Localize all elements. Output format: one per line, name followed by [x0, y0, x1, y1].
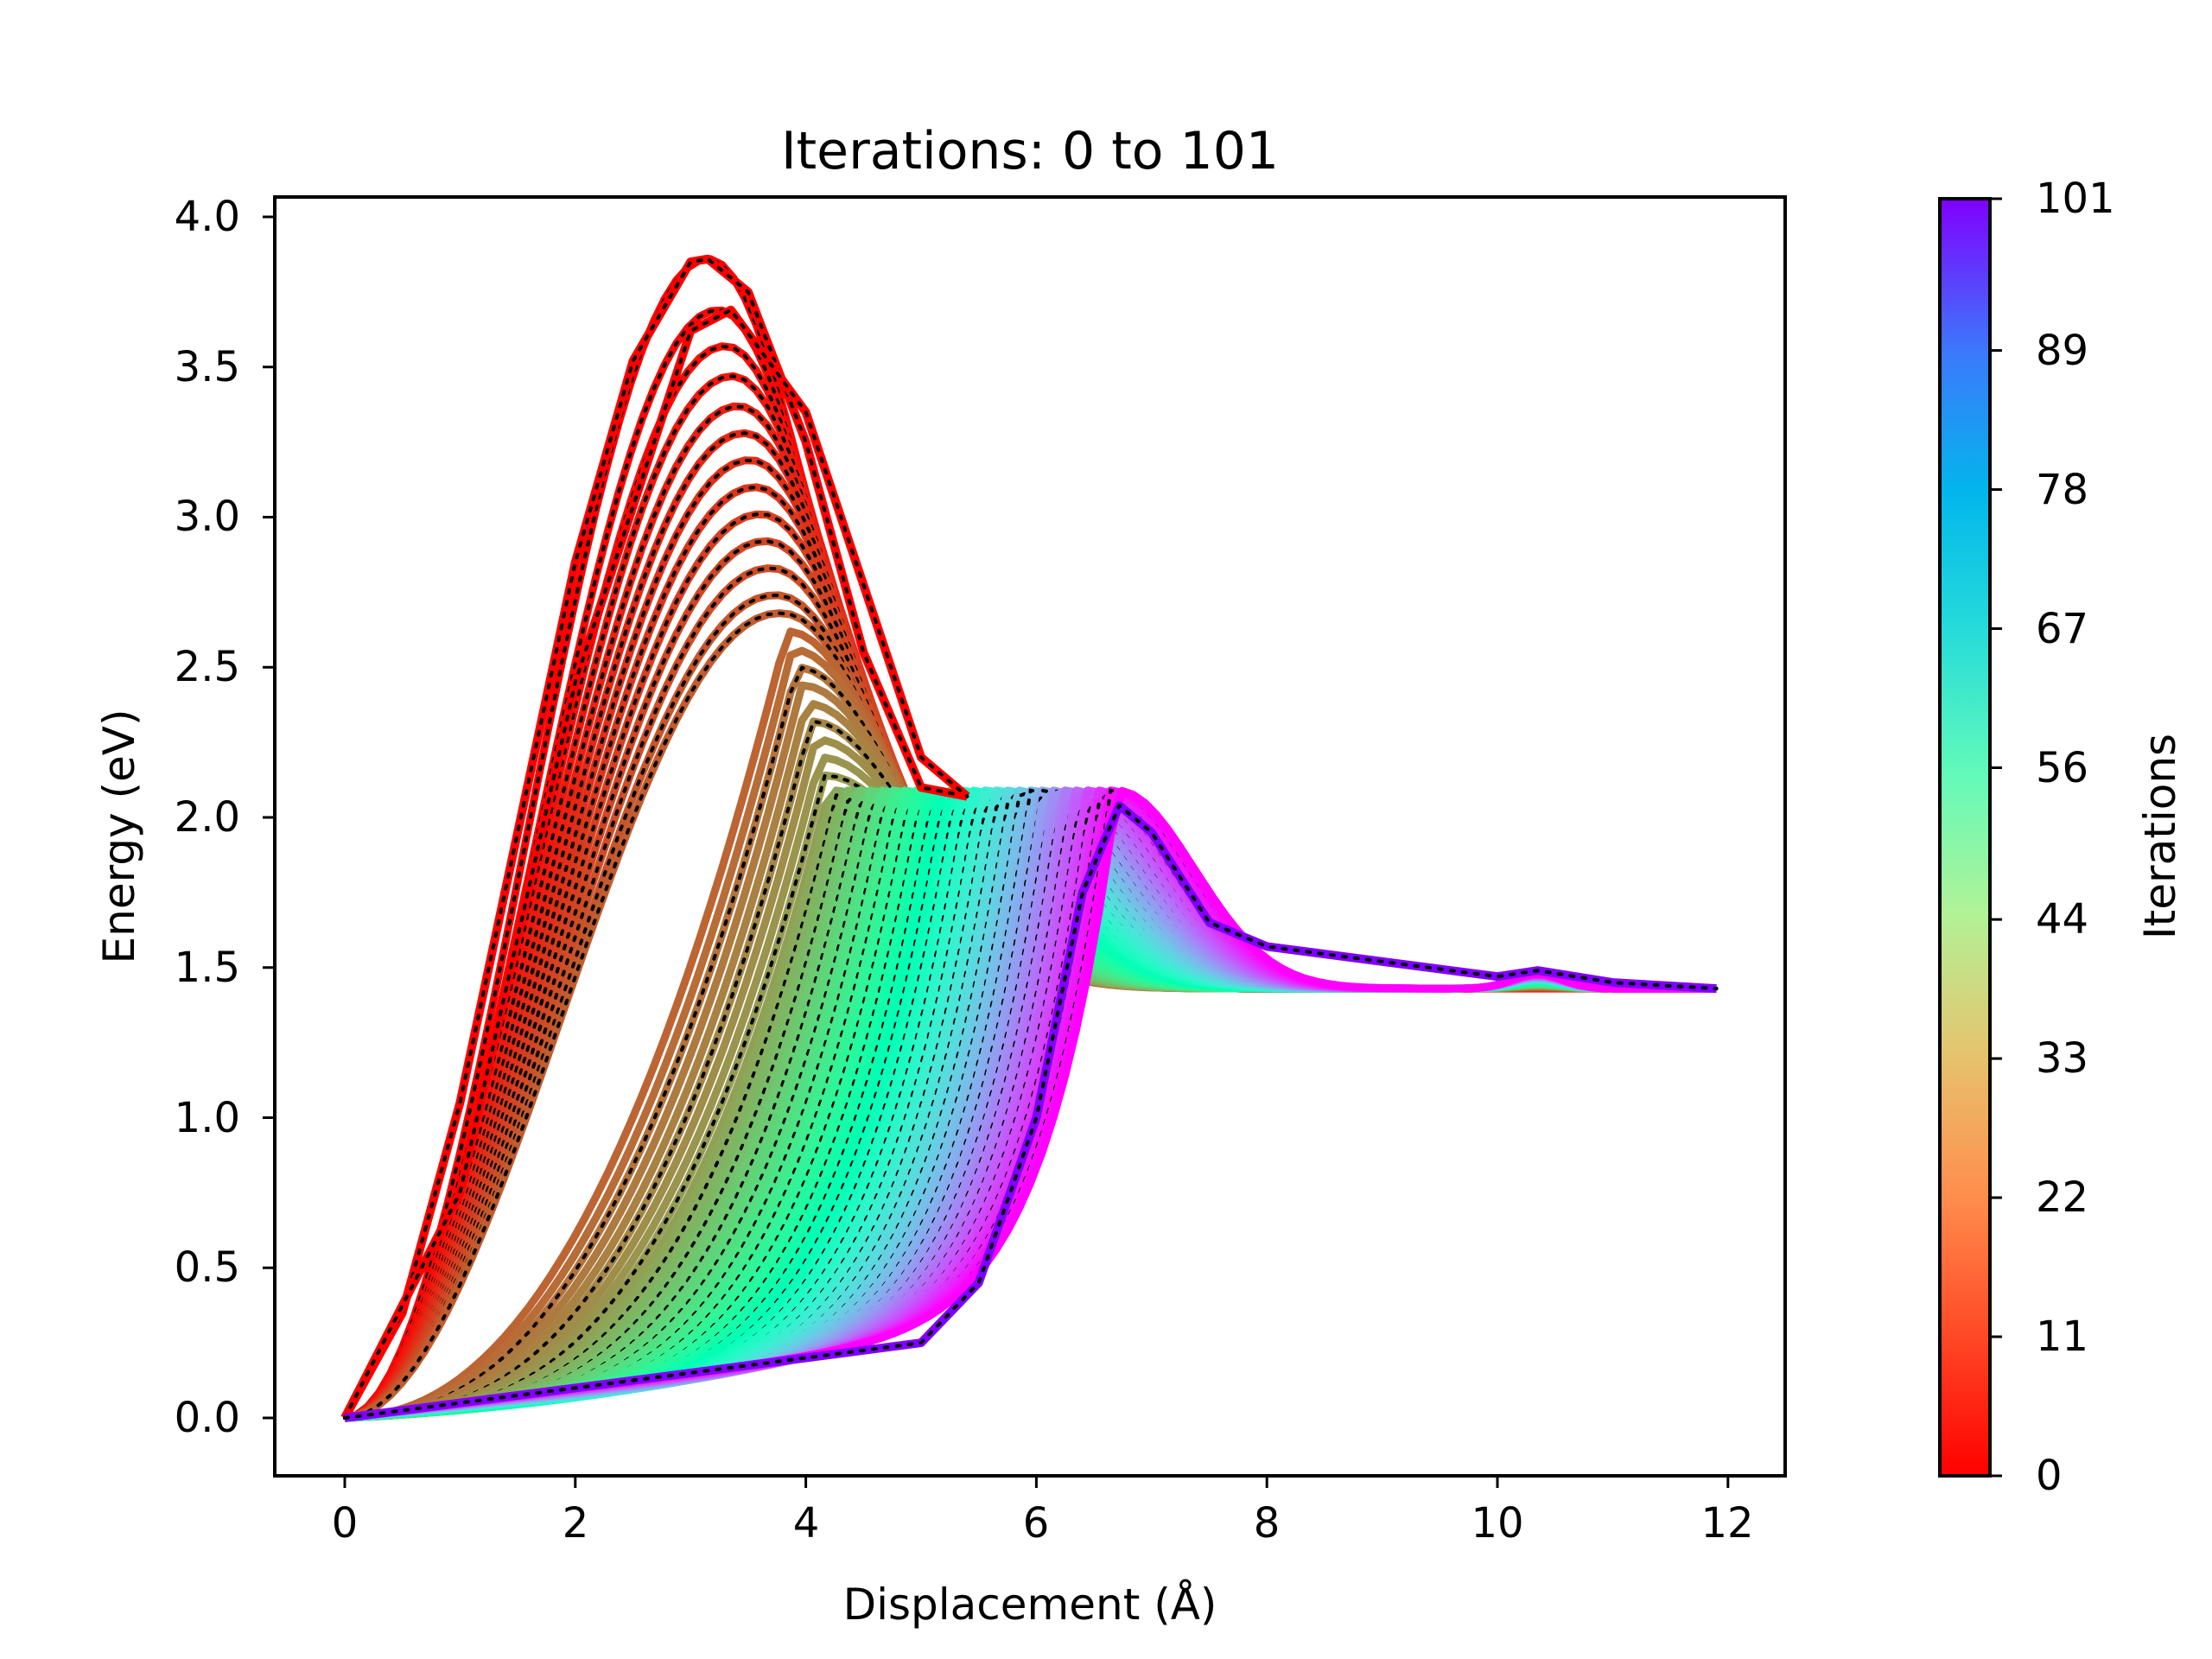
- colorbar: [1938, 197, 1992, 1478]
- colorbar-tick-label: 101: [2036, 175, 2115, 223]
- x-tick-label: 8: [1253, 1499, 1281, 1548]
- key-series-curve: [343, 257, 969, 1420]
- y-tick-label: 4.0: [174, 193, 240, 241]
- y-tick-label: 2.0: [174, 793, 240, 842]
- key-series-curve: [343, 308, 969, 1420]
- x-tick-label: 4: [792, 1499, 820, 1548]
- x-tick-label: 10: [1471, 1499, 1524, 1548]
- x-axis-label: Displacement (Å): [842, 1580, 1217, 1630]
- colorbar-tick-label: 0: [2036, 1452, 2063, 1500]
- x-tick-label: 6: [1022, 1499, 1050, 1548]
- y-tick-label: 3.5: [174, 343, 240, 391]
- y-tick-label: 0.5: [174, 1243, 240, 1292]
- colorbar-tick-label: 33: [2036, 1034, 2089, 1083]
- y-tick-label: 1.5: [174, 944, 240, 992]
- iteration-curve-dotted-overlay: [343, 344, 1719, 1420]
- colorbar-tick-label: 78: [2036, 466, 2089, 514]
- iteration-curve-dotted-overlay: [343, 773, 1719, 1420]
- key-series-curve: [343, 804, 1719, 1420]
- iteration-curves: [340, 254, 1719, 1422]
- y-tick-label: 0.0: [174, 1394, 240, 1442]
- colorbar-tick-label: 11: [2036, 1313, 2089, 1361]
- x-tick-label: 0: [331, 1499, 359, 1548]
- colorbar-tick-label: 89: [2036, 327, 2089, 375]
- axis-ticks: [263, 197, 2002, 1488]
- chart-title: Iterations: 0 to 101: [780, 121, 1280, 181]
- y-tick-label: 1.0: [174, 1094, 240, 1142]
- y-tick-label: 3.0: [174, 493, 240, 541]
- colorbar-label: Iterations: [2135, 733, 2185, 940]
- axes-frame: [273, 195, 1787, 1478]
- x-tick-label: 2: [562, 1499, 589, 1548]
- iteration-curve-dotted-overlay: [343, 485, 1719, 1420]
- colorbar-tick-label: 56: [2036, 744, 2089, 792]
- y-tick-label: 2.5: [174, 643, 240, 691]
- colorbar-tick-label: 44: [2036, 895, 2089, 944]
- colorbar-tick-label: 67: [2036, 605, 2089, 653]
- x-tick-label: 12: [1700, 1499, 1754, 1548]
- colorbar-tick-label: 22: [2036, 1173, 2089, 1222]
